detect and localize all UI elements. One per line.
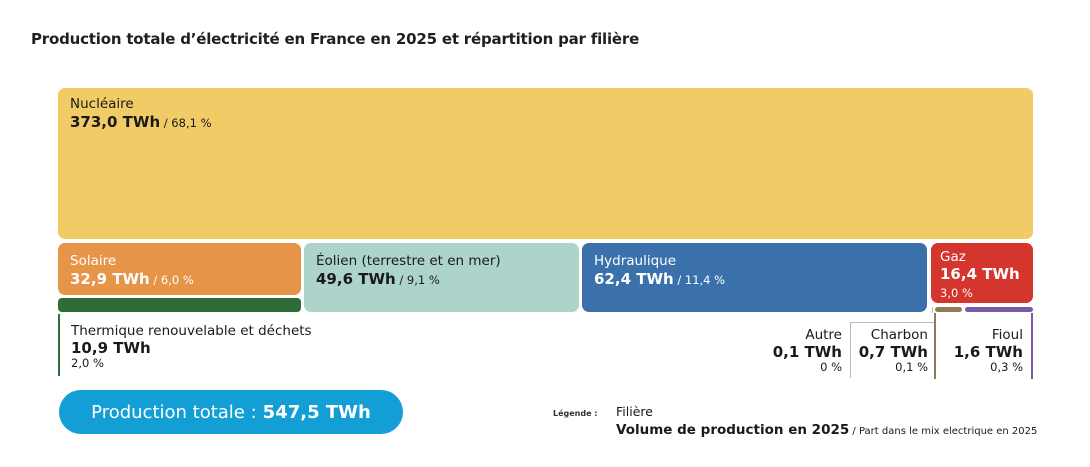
legend-line1: Filière — [616, 404, 653, 419]
gaz-value: 16,4 TWh — [940, 264, 1020, 283]
label-fioul: Fioul 1,6 TWh 0,3 % — [954, 327, 1023, 375]
block-solaire: Solaire 32,9 TWh / 6,0 % — [58, 243, 301, 295]
bar-thermique — [58, 298, 301, 312]
connector-fioul — [1031, 313, 1033, 379]
bar-charbon — [935, 307, 962, 312]
connector-charbon-box — [850, 322, 934, 378]
solaire-value: 32,9 TWh — [70, 269, 150, 288]
connector-charbon — [934, 313, 936, 379]
fioul-pct: 0,3 % — [990, 360, 1023, 375]
nucleaire-value: 373,0 TWh — [70, 112, 161, 131]
block-hydraulique: Hydraulique 62,4 TWh / 11,4 % — [582, 243, 927, 312]
legend-line2: Volume de production en 2025 — [616, 422, 850, 438]
eolien-name: Éolien (terrestre et en mer) — [316, 253, 501, 269]
thermique-value: 10,9 TWh — [71, 339, 151, 358]
nucleaire-name: Nucléaire — [70, 96, 134, 112]
charbon-pct: 0,1 % — [895, 360, 928, 375]
block-gaz: Gaz 16,4 TWh 3,0 % — [931, 243, 1033, 303]
legend: Filière Volume de production en 2025 / P… — [616, 404, 1037, 438]
autre-pct: 0 % — [820, 360, 842, 375]
block-nucleaire: Nucléaire 373,0 TWh / 68,1 % — [58, 88, 1033, 239]
bar-fioul — [965, 307, 1033, 312]
label-charbon: Charbon 0,7 TWh 0,1 % — [859, 327, 928, 375]
total-value: 547,5 TWh — [262, 401, 371, 423]
charbon-name: Charbon — [870, 327, 928, 343]
solaire-name: Solaire — [70, 253, 117, 269]
fioul-value: 1,6 TWh — [953, 343, 1023, 362]
gaz-name: Gaz — [940, 249, 966, 265]
total-production-badge: Production totale : 547,5 TWh — [59, 390, 403, 434]
hydraulique-value: 62,4 TWh — [594, 269, 674, 288]
connector-autre — [932, 307, 933, 313]
connector-thermique — [58, 314, 60, 376]
legend-line3: / Part dans le mix electrique en 2025 — [849, 426, 1038, 437]
thermique-name: Thermique renouvelable et déchets — [71, 323, 312, 339]
hydraulique-pct: / 11,4 % — [673, 272, 726, 287]
eolien-pct: / 9,1 % — [395, 272, 440, 287]
gaz-pct: 3,0 % — [940, 285, 973, 300]
legend-key: Légende : — [553, 409, 598, 418]
block-eolien: Éolien (terrestre et en mer) 49,6 TWh / … — [304, 243, 579, 312]
autre-value: 0,1 TWh — [772, 343, 842, 362]
nucleaire-pct: / 68,1 % — [160, 115, 212, 130]
label-thermique: Thermique renouvelable et déchets 10,9 T… — [71, 323, 312, 371]
thermique-pct: 2,0 % — [71, 356, 104, 371]
total-label: Production totale : — [91, 401, 257, 423]
autre-name: Autre — [805, 327, 842, 343]
solaire-pct: / 6,0 % — [149, 272, 194, 287]
label-autre: Autre 0,1 TWh 0 % — [773, 327, 842, 375]
fioul-name: Fioul — [991, 327, 1023, 343]
hydraulique-name: Hydraulique — [594, 253, 677, 269]
charbon-value: 0,7 TWh — [858, 343, 928, 362]
chart-title: Production totale d’électricité en Franc… — [31, 30, 640, 48]
eolien-value: 49,6 TWh — [316, 269, 396, 288]
